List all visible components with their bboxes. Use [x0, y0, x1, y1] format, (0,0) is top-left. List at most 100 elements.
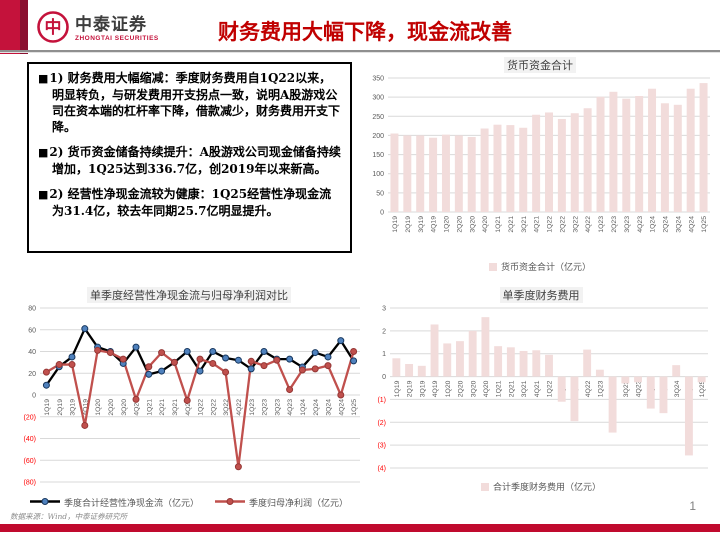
svg-text:3: 3 [382, 306, 386, 313]
svg-text:2Q20: 2Q20 [456, 216, 463, 233]
svg-text:2Q24: 2Q24 [663, 216, 670, 233]
svg-text:0: 0 [380, 210, 384, 217]
data-point [158, 367, 166, 375]
svg-text:2Q21: 2Q21 [159, 399, 166, 416]
svg-text:1Q23: 1Q23 [598, 216, 605, 233]
chart-cashflow: 单季度经营性净现金流与归母净利润对比 (80) (60) (40) (20) 0 20 40… [10, 286, 368, 509]
bar [595, 369, 604, 377]
bar [493, 124, 502, 212]
svg-text:3Q23: 3Q23 [623, 380, 630, 397]
legend-label: 季度合计经营性净现金流（亿元） [63, 499, 199, 509]
logo-name-cn: 中泰证券 [75, 14, 147, 35]
svg-text:0: 0 [382, 374, 386, 381]
bar [468, 330, 477, 377]
svg-text:4Q20: 4Q20 [483, 380, 490, 397]
svg-text:100: 100 [372, 171, 384, 178]
chart-finexp-canvas: (4) (3) (2) (1) 0 1 2 3 1Q19 2Q19 3Q19 4Q19 1Q20 2Q20… [377, 306, 708, 473]
svg-text:(1): (1) [377, 397, 386, 404]
svg-text:60: 60 [28, 327, 36, 334]
data-point [273, 356, 281, 364]
data-point [183, 396, 191, 404]
bar [686, 88, 695, 212]
svg-text:4Q21: 4Q21 [534, 380, 541, 397]
bullet-lead: 2) 经营性净现金流较为健康： [49, 186, 212, 201]
data-point [68, 361, 76, 369]
logo-name-en: ZHONGTAI SECURITIES [75, 34, 159, 42]
svg-text:4Q21: 4Q21 [534, 216, 541, 233]
svg-text:3Q21: 3Q21 [521, 216, 528, 233]
bullet-item-2: ■2) 货币资金储备持续提升：A股游戏公司现金储备持续增加，1Q25达到336.… [38, 144, 341, 177]
svg-text:4Q19: 4Q19 [82, 399, 89, 416]
legend-item: 合计季度财务费用（亿元） [480, 480, 601, 493]
svg-text:1Q24: 1Q24 [650, 216, 657, 233]
bullet-marker: ■ [38, 72, 49, 85]
data-point [337, 337, 345, 345]
bullet-marker: ■ [38, 187, 49, 201]
legend-item: 货币资金合计（亿元） [488, 260, 591, 273]
chart-money: 货币资金合计 0 50 100 150 200 250 300 350 1Q19 2Q19 3Q19… [362, 56, 718, 273]
bar [441, 134, 450, 212]
data-point [209, 348, 217, 355]
bar [403, 135, 412, 212]
bar [673, 104, 682, 212]
bar-swatch-icon [480, 482, 489, 491]
bar [697, 376, 706, 383]
svg-text:4Q23: 4Q23 [636, 380, 643, 397]
bullet-marker: ■ [38, 145, 49, 159]
bar [430, 324, 439, 377]
svg-text:1Q20: 1Q20 [95, 399, 102, 416]
data-point [170, 358, 178, 366]
bar [467, 136, 476, 212]
data-point [350, 348, 358, 355]
data-point [196, 355, 204, 363]
bar [672, 365, 681, 377]
chart-cashflow-title: 单季度经营性净现金流与归母净利润对比 [87, 287, 291, 303]
data-point [132, 395, 140, 403]
bullet-lead: 1) 财务费用大幅缩减： [49, 71, 176, 85]
bar [621, 376, 630, 384]
svg-text:(60): (60) [24, 458, 36, 465]
svg-text:4Q20: 4Q20 [482, 216, 489, 233]
chart-cashflow-title-row: 单季度经营性净现金流与归母净利润对比 [10, 286, 368, 303]
svg-text:4Q24: 4Q24 [338, 399, 345, 416]
chart-money-canvas: 0 50 100 150 200 250 300 350 1Q19 2Q19 3Q19 4Q19 1Q2… [372, 76, 710, 233]
svg-text:4Q20: 4Q20 [134, 399, 141, 416]
data-point [247, 365, 255, 373]
chart-finexp: 单季度财务费用 (4) (3) (2) (1) 0 1 2 3 1Q19 2Q19 3Q19 4Q19… [366, 286, 716, 493]
data-source-note: 数据来源：Wind，中泰证券研究所 [10, 512, 128, 521]
svg-text:3Q21: 3Q21 [521, 380, 528, 397]
svg-text:3Q22: 3Q22 [223, 399, 230, 416]
svg-text:1Q25: 1Q25 [351, 399, 358, 416]
bullet-item-3: ■2) 经营性净现金流较为健康：1Q25经营性净现金流为31.4亿，较去年同期2… [38, 186, 341, 219]
bar [659, 376, 668, 414]
legend-item: 季度归母净利润（亿元） [215, 496, 348, 509]
bar [570, 113, 579, 212]
svg-text:3Q24: 3Q24 [674, 380, 681, 397]
svg-text:3Q19: 3Q19 [418, 216, 425, 233]
bottom-accent-bar [0, 524, 720, 532]
svg-text:中: 中 [45, 17, 62, 37]
bar [596, 96, 605, 212]
svg-text:350: 350 [372, 76, 384, 83]
svg-text:3Q20: 3Q20 [121, 399, 128, 416]
summary-box: ■1) 财务费用大幅缩减：季度财务费用自1Q22以来，明显转负，与研发费用开支拐… [27, 62, 352, 253]
svg-text:3Q21: 3Q21 [172, 399, 179, 416]
svg-text:50: 50 [376, 190, 384, 197]
bar [608, 376, 617, 433]
svg-text:3Q20: 3Q20 [470, 380, 477, 397]
svg-text:4Q19: 4Q19 [432, 380, 439, 397]
svg-text:4Q19: 4Q19 [431, 216, 438, 233]
legend-label: 合计季度财务费用（亿元） [492, 483, 601, 493]
svg-text:1: 1 [382, 351, 386, 358]
bullet-lead: 2) 货币资金储备持续提升： [49, 144, 200, 159]
svg-text:3Q19: 3Q19 [70, 399, 77, 416]
data-point [286, 386, 294, 394]
bar [684, 376, 693, 456]
bar [506, 125, 515, 212]
data-point [234, 356, 242, 364]
bar [557, 118, 566, 212]
svg-text:4Q22: 4Q22 [585, 216, 592, 233]
svg-text:1Q19: 1Q19 [394, 380, 401, 397]
svg-text:4Q22: 4Q22 [236, 399, 243, 416]
